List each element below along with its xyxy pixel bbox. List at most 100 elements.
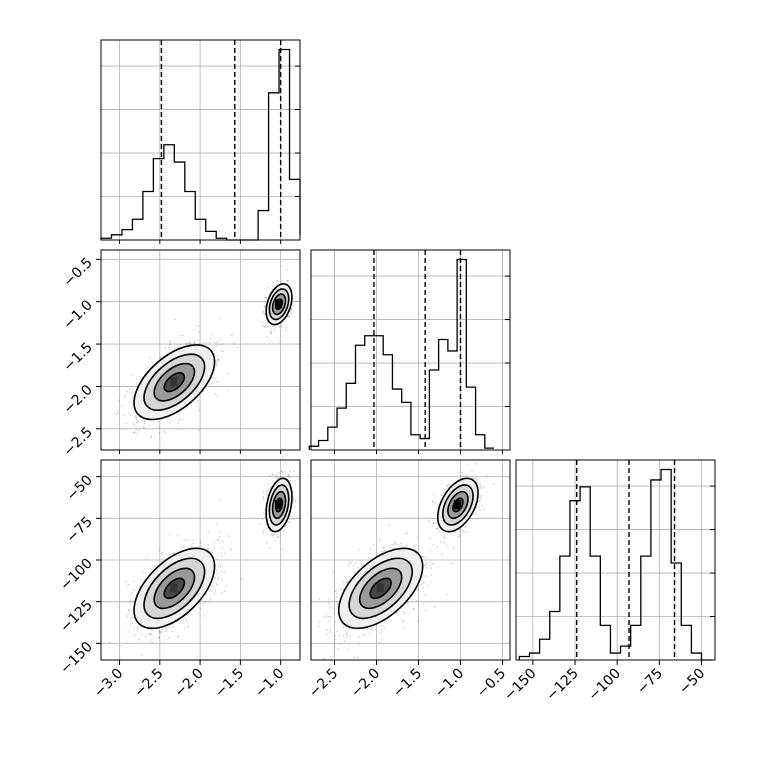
panel-1-point bbox=[264, 296, 266, 299]
panel-1-point bbox=[148, 424, 150, 427]
panel-3-point bbox=[360, 564, 363, 566]
panel-2-mode-2-contour-2 bbox=[271, 490, 287, 520]
panel-3-point bbox=[416, 536, 419, 539]
panel-1-point bbox=[187, 342, 190, 345]
panel-1-point bbox=[158, 426, 160, 429]
panel-1-point bbox=[264, 320, 267, 322]
panel-3-point bbox=[329, 631, 331, 633]
panel-3-point bbox=[347, 648, 349, 651]
panel-3-point bbox=[345, 632, 348, 635]
panel-3-point bbox=[402, 621, 405, 624]
panel-1-point bbox=[143, 422, 146, 425]
hist-panel-1 bbox=[100, 39, 301, 241]
panel-3-point bbox=[337, 648, 340, 650]
panel-2-point bbox=[176, 534, 179, 537]
panel-1-point bbox=[179, 417, 182, 420]
panel-2-mode-2-contour-4 bbox=[265, 477, 293, 533]
panel-2-point bbox=[281, 548, 283, 550]
panel-3-point bbox=[345, 635, 348, 638]
y-axis-1-label-1: −0.5 bbox=[60, 255, 95, 290]
panel-3-point bbox=[319, 620, 321, 623]
panel-1-point bbox=[286, 269, 289, 271]
panel-3-point bbox=[353, 656, 356, 659]
panel-3-point bbox=[478, 506, 480, 509]
panel-1-point bbox=[163, 430, 165, 432]
panel-2-point bbox=[187, 626, 190, 628]
y-axis-2-label-4: −125 bbox=[57, 597, 96, 636]
x-axis-2-label-4: −1.0 bbox=[432, 666, 467, 701]
panel-3-point bbox=[474, 462, 477, 465]
panel-2-point bbox=[137, 626, 139, 628]
x-axis-1-label-4: −1.5 bbox=[212, 666, 247, 701]
panel-1-point bbox=[169, 348, 171, 351]
panel-3-point bbox=[327, 616, 330, 618]
panel-3-point bbox=[483, 508, 485, 510]
panel-3-point bbox=[459, 528, 462, 530]
panel-2-point bbox=[213, 548, 215, 550]
panel-2-point bbox=[221, 578, 224, 581]
panel-2-point bbox=[287, 473, 290, 476]
panel-2-point bbox=[167, 626, 170, 629]
panel-2-point bbox=[209, 550, 212, 553]
panel-1-point bbox=[129, 414, 132, 416]
panel-2-point bbox=[187, 624, 189, 627]
panel-1-point bbox=[233, 342, 235, 345]
panel-3-point bbox=[426, 575, 428, 578]
panel-1-point bbox=[198, 409, 200, 412]
panel-3-point bbox=[454, 531, 457, 533]
panel-1-point bbox=[286, 279, 288, 282]
panel-3-point bbox=[423, 594, 426, 596]
panel-3-point bbox=[465, 526, 467, 528]
panel-2-point bbox=[278, 536, 280, 538]
panel-1-point bbox=[168, 346, 170, 349]
panel-2-point bbox=[219, 498, 222, 501]
panel-1-point bbox=[169, 420, 172, 422]
panel-2-point bbox=[161, 551, 164, 554]
x-axis-1-label-3: −2.0 bbox=[172, 666, 207, 701]
panel-3-mode-2-peak bbox=[453, 500, 461, 509]
panel-2-point bbox=[141, 633, 144, 636]
panel-2-point bbox=[216, 578, 219, 580]
panel-3-point bbox=[323, 658, 325, 660]
panel-3-point bbox=[394, 541, 396, 543]
panel-1-point bbox=[189, 343, 191, 345]
panel-3-point bbox=[405, 544, 408, 546]
panel-1-point bbox=[179, 343, 182, 346]
panel-1-point bbox=[182, 334, 184, 337]
panel-1-point bbox=[286, 326, 289, 329]
panel-2-point bbox=[120, 645, 122, 647]
panel-2-point bbox=[190, 545, 193, 547]
panel-2-mode-2-contour-3 bbox=[268, 484, 290, 526]
panel-1-point bbox=[287, 315, 290, 318]
panel-1-point bbox=[263, 305, 266, 308]
panel-3-point bbox=[465, 475, 468, 477]
panel-3-point bbox=[422, 586, 424, 589]
panel-3-point bbox=[451, 562, 454, 565]
panel-2-point bbox=[216, 583, 218, 585]
scatter-panel-1 bbox=[101, 250, 300, 450]
panel-2-point bbox=[292, 497, 295, 500]
panel-3-point bbox=[362, 634, 364, 636]
panel-3-point bbox=[424, 609, 427, 612]
panel-3-point bbox=[412, 545, 415, 547]
panel-1-mode-1-contour-1 bbox=[163, 372, 186, 393]
panel-3-point bbox=[432, 522, 435, 525]
panel-3-point bbox=[428, 520, 430, 522]
panel-2-point bbox=[125, 580, 127, 583]
panel-2-point bbox=[269, 547, 271, 549]
panel-3-mode-1-contour-1 bbox=[369, 577, 392, 600]
panel-2-point bbox=[216, 554, 219, 557]
panel-1-point bbox=[137, 420, 139, 423]
panel-1-point bbox=[216, 359, 219, 361]
panel-1-point bbox=[267, 325, 269, 328]
panel-3-point bbox=[378, 642, 381, 645]
panel-3-point bbox=[379, 632, 382, 634]
panel-3-point bbox=[356, 656, 359, 659]
panel-3-mode-2-contour-4 bbox=[436, 477, 479, 533]
panel-2-point bbox=[158, 630, 161, 633]
panel-1-point bbox=[168, 417, 171, 419]
panel-1-point bbox=[212, 376, 214, 379]
panel-2-mode-2-peak bbox=[275, 500, 283, 509]
panel-2-point bbox=[183, 626, 186, 629]
panel-3-point bbox=[403, 627, 406, 630]
